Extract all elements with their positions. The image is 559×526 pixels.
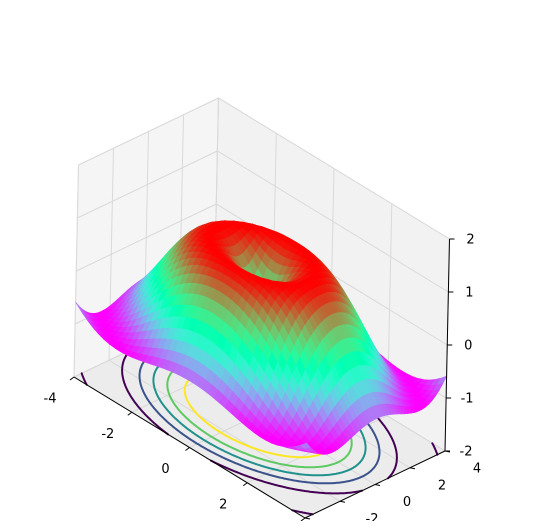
x-tick-mark-0 [69,376,75,381]
z-tick-label-1: -1 [461,392,474,407]
x-tick-mark-3 [242,482,248,487]
axis-lines [69,238,455,522]
z-tick-label-0: -2 [460,445,473,460]
y-tick-label-4: 4 [473,462,481,477]
y-tick-mark-3 [409,467,416,470]
x-tick-label-2: 0 [161,462,169,477]
z-tick-label-4: 2 [466,233,474,248]
grid-line-z-2 [76,203,448,346]
y-tick-mark-1 [339,500,346,503]
y-tick-label-1: -2 [366,512,379,521]
y-tick-mark-2 [374,484,381,486]
z-tick-label-3: 1 [465,286,473,301]
grid-line-z-4 [78,97,450,240]
y-tick-label-2: 0 [403,495,411,510]
z-tick-label-2: 0 [464,339,472,354]
x-tick-mark-2 [185,447,190,451]
y-tick-label-3: 2 [438,478,446,493]
x-tick-mark-1 [127,411,133,416]
x-tick-label-3: 2 [219,497,227,512]
x-tick-label-0: -4 [44,392,57,407]
surface-patch [300,442,311,449]
surface [75,220,448,455]
grid-line-z-3 [77,150,449,293]
y-tick-mark-0 [304,517,311,520]
x-tick-label-1: -2 [101,427,114,442]
